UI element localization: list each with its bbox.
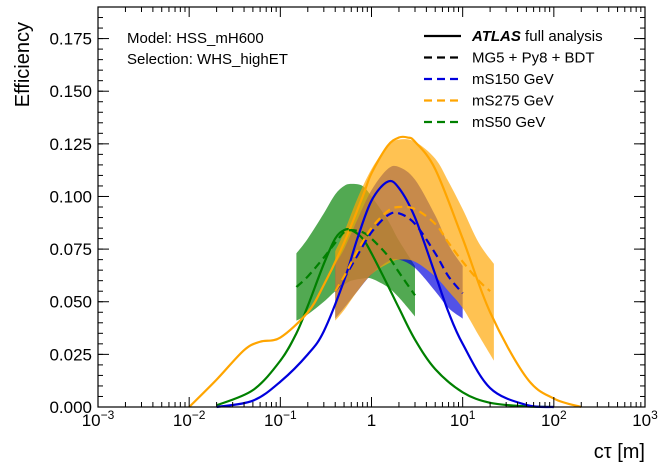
x-tick-label: 10−3 [82, 408, 115, 430]
y-tick-label: 0.025 [49, 345, 92, 364]
legend: ATLAS full analysis MG5 + Py8 + BDT mS150 … [424, 28, 603, 131]
x-tick-label: 1 [367, 411, 376, 430]
legend-label-1: MG5 + Py8 + BDT [472, 50, 595, 67]
bdt-line-ms275-gev [334, 205, 491, 293]
y-tick-label: 0.050 [49, 293, 92, 312]
axis-ticks [97, 6, 646, 408]
tick-labels: 10−3 10−2 10−1 1 101 102 103 0.000 0.025 0.050 0.0… [49, 30, 658, 430]
selection-info: Selection: WHS_highET [127, 51, 288, 68]
x-axis-label: cτ [m] [594, 441, 645, 463]
x-tick-label: 102 [541, 408, 567, 430]
y-tick-label: 0.150 [49, 82, 92, 101]
bdt-lines [295, 205, 491, 297]
full-analysis-lines [188, 135, 582, 409]
legend-label-3: mS275 GeV [472, 93, 554, 110]
full-analysis-line-ms275-gev [188, 135, 582, 409]
x-tick-label: 103 [632, 408, 658, 430]
x-tick-label: 10−1 [264, 408, 297, 430]
legend-label-0: ATLAS full analysis [471, 28, 603, 45]
full-analysis-line-ms50-gev [216, 228, 554, 409]
x-tick-label: 101 [450, 408, 476, 430]
y-tick-label: 0.175 [49, 30, 92, 49]
y-tick-label: 0.075 [49, 240, 92, 259]
y-tick-label: 0.100 [49, 187, 92, 206]
x-tick-label: 10−2 [173, 408, 206, 430]
legend-label-4: mS50 GeV [472, 114, 545, 131]
full-analysis-line-ms150-gev [216, 179, 554, 409]
y-axis-label: Efficiency [12, 22, 34, 107]
bdt-line-ms50-gev [295, 229, 416, 297]
band-ms275-gev [335, 139, 494, 361]
model-info: Model: HSS_mH600 [127, 30, 264, 47]
bdt-line-ms150-gev [334, 211, 464, 295]
y-tick-label: 0.000 [49, 398, 92, 417]
y-tick-label: 0.125 [49, 135, 92, 154]
legend-label-2: mS150 GeV [472, 71, 554, 88]
